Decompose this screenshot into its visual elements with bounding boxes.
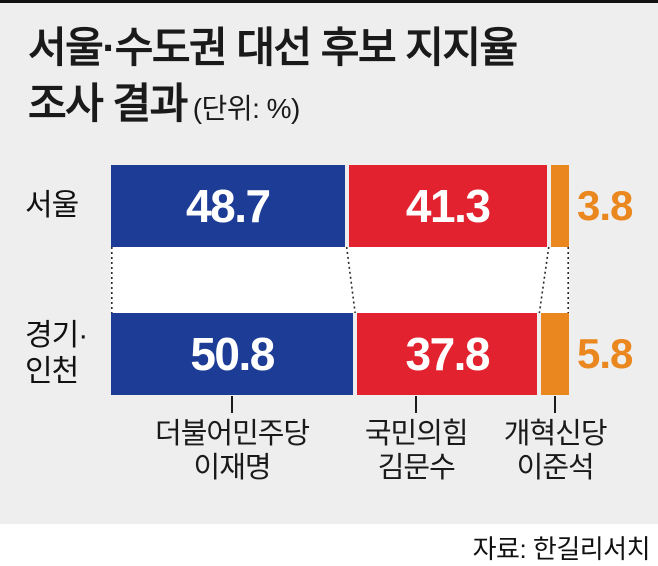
value-label-ppp-gyeonggi-incheon: 37.8 [405,328,490,380]
value-label-ppp-seoul: 41.3 [405,180,491,232]
bar-row-seoul: 48.7 41.3 [111,165,569,247]
bar-row-gyeonggi-incheon: 50.8 37.8 [111,313,569,395]
connector-lines [111,247,569,313]
tick-ppp [415,396,418,413]
row-label-gyeonggi-incheon: 경기· 인천 [25,319,88,388]
bar-segment-reform-seoul [550,165,569,247]
tick-reform [554,396,557,413]
value-label-reform-seoul: 3.8 [577,182,633,229]
chart-title-line2-wrap: 조사 결과 (단위: %) [28,76,517,137]
value-label-minjoo-seoul: 48.7 [186,180,271,232]
series-label-minjoo: 더불어민주당 이재명 [155,418,310,484]
bar-segment-ppp-seoul: 41.3 [348,165,547,247]
value-label-minjoo-gyeonggi-incheon: 50.8 [190,328,275,380]
gap-band [111,247,569,313]
connector-dotted-line-2 [538,247,550,313]
source-credit: 자료: 한길리서치 [472,534,651,564]
series-label-reform: 개혁신당 이준석 [503,418,608,484]
value-label-reform-gyeonggi-incheon: 5.8 [577,330,633,377]
title-block: 서울·수도권 대선 후보 지지율 조사 결과 (단위: %) [28,20,518,137]
chart-title-line2: 조사 결과 [28,80,188,127]
top-rule [0,0,658,3]
chart-title-line1: 서울·수도권 대선 후보 지지율 [28,24,518,71]
row-label-seoul: 서울 [25,189,79,222]
bar-segment-reform-gyeonggi-incheon [541,313,569,395]
bar-segment-ppp-gyeonggi-incheon: 37.8 [357,313,538,395]
unit-note: (단위: %) [192,93,301,124]
bar-segment-minjoo-seoul: 48.7 [111,165,345,247]
tick-minjoo [231,396,234,413]
connector-dotted-line-1 [345,247,356,313]
bar-segment-minjoo-gyeonggi-incheon: 50.8 [111,313,354,395]
series-label-ppp: 국민의힘 김문수 [364,418,469,484]
